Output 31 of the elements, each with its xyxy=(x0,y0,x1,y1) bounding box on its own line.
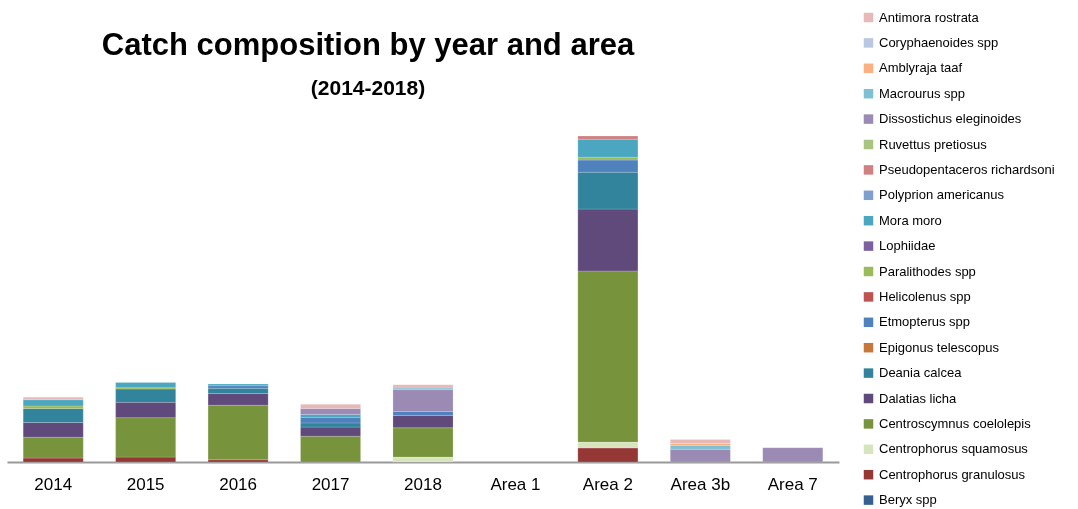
legend-label: Mora moro xyxy=(879,212,942,228)
legend-label: Centroscymnus coelolepis xyxy=(879,415,1032,431)
x-tick-label: 2018 xyxy=(404,474,442,494)
legend-label: Pseudopentaceros richardsoni xyxy=(879,161,1055,177)
x-tick-label: 2015 xyxy=(126,474,165,494)
legend-label: Polyprion americanus xyxy=(879,187,1005,203)
legend-label: Epigonus telescopus xyxy=(879,339,1000,355)
legend-label: Macrourus spp xyxy=(879,85,965,101)
legend-label: Dalatias licha xyxy=(879,390,958,406)
chart-title: Catch composition by year and area xyxy=(101,27,635,62)
legend-label: Deania calcea xyxy=(879,365,963,381)
x-tick-label: Area 1 xyxy=(490,474,541,494)
legend-label: Amblyraja taaf xyxy=(879,60,963,76)
legend-label: Dissostichus eleginoides xyxy=(879,111,1022,127)
x-tick-label: 2017 xyxy=(311,474,350,494)
x-tick-label: Area 2 xyxy=(582,474,633,494)
legend-label: Ruvettus pretiosus xyxy=(879,136,988,152)
chart-subtitle: (2014-2018) xyxy=(310,76,426,99)
legend-label: Lophiidae xyxy=(879,238,936,254)
legend-label: Centrophorus squamosus xyxy=(879,441,1029,457)
legend-label: Coryphaenoides spp xyxy=(879,34,999,50)
x-tick-label: 2016 xyxy=(219,474,258,494)
x-tick-label: 2014 xyxy=(34,474,73,494)
x-tick-label: Area 3b xyxy=(670,474,731,494)
legend-label: Centrophorus granulosus xyxy=(879,466,1026,482)
legend-label: Etmopterus spp xyxy=(879,314,971,330)
x-tick-label: Area 7 xyxy=(767,474,818,494)
legend-label: Beryx spp xyxy=(879,492,937,508)
legend-label: Antimora rostrata xyxy=(879,9,980,25)
legend-label: Helicolenus spp xyxy=(879,288,971,304)
legend-label: Paralithodes spp xyxy=(879,263,976,279)
